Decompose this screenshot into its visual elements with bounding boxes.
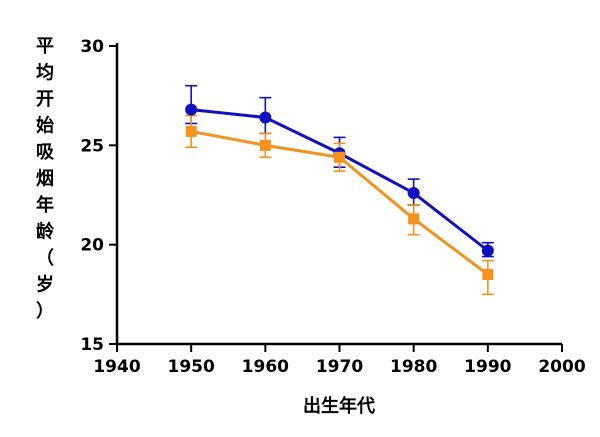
y-tick-label: 25 [80,136,104,156]
error-bars [185,84,494,296]
data-point [259,111,272,124]
data-point [408,213,420,225]
axes [115,43,562,346]
data-point [482,268,494,280]
y-axis-title-char: （ [36,248,54,269]
y-axis-title-char: ） [36,301,54,322]
series-lines [190,108,489,276]
y-axis-title-char: 平 [36,36,54,57]
data-point [259,139,271,151]
data-point [185,125,197,137]
y-axis-title-char: 始 [36,115,54,137]
x-tick-label: 1960 [242,357,289,377]
y-axis-title-char: 烟 [36,168,54,190]
series-line-1 [191,108,489,252]
y-axis-title-char: 开 [36,89,54,110]
ticks: 1940 1950 1960 1970 1980 1990 2000 15 20 25 30 [80,37,585,377]
y-axis-title-char: 岁 [36,274,54,296]
y-axis-title-char: 年 [36,194,54,216]
y-tick-label: 30 [80,37,104,57]
x-tick-label: 1970 [316,357,363,377]
y-tick-label: 20 [80,236,104,256]
x-axis-title: 出生年代 [303,395,375,417]
x-tick-label: 1980 [390,357,437,377]
y-axis-title-char: 吸 [36,142,55,163]
data-point [334,151,345,163]
x-tick-label: 2000 [538,357,585,377]
data-point [407,187,420,200]
x-tick-label: 1940 [93,357,140,377]
x-tick-label: 1990 [464,357,511,377]
data-point [185,103,198,116]
series-markers [185,103,494,280]
x-tick-label: 1950 [168,357,215,377]
data-point [481,244,494,257]
y-axis-title-char: 龄 [36,221,55,243]
y-axis-title-char: 均 [36,62,54,84]
y-tick-label: 15 [80,335,104,355]
y-axis-title: 平均开始吸烟年龄 （ 岁 ） [36,36,55,322]
